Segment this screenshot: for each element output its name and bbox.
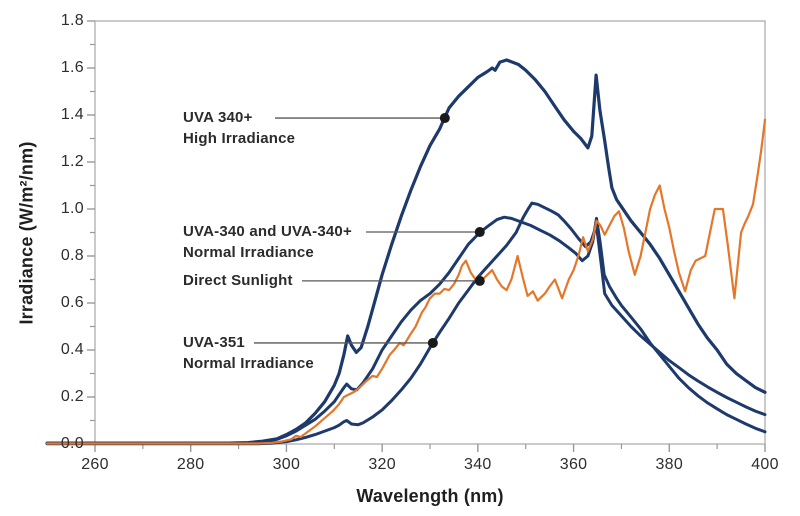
y-tick-label: 0.2 bbox=[60, 388, 84, 405]
annotation-line: UVA 340+ bbox=[183, 109, 253, 126]
y-tick-label: 1.0 bbox=[60, 200, 84, 217]
annotation-uva340plus-high-irradiance: UVA 340+ High Irradiance bbox=[183, 107, 295, 149]
annotation-line: Direct Sunlight bbox=[183, 272, 293, 289]
series-0-curve bbox=[45, 58, 767, 445]
y-tick-label: 0.0 bbox=[60, 435, 84, 452]
annotation-line: Normal Irradiance bbox=[183, 244, 314, 261]
annotation-dot bbox=[474, 275, 485, 286]
annotation-line: UVA-351 bbox=[183, 334, 245, 351]
annotation-direct-sunlight: Direct Sunlight bbox=[183, 270, 293, 291]
annotation-line: High Irradiance bbox=[183, 130, 296, 147]
series-2-curve bbox=[45, 201, 767, 446]
x-tick-label: 400 bbox=[751, 456, 779, 473]
x-tick-label: 280 bbox=[176, 456, 205, 473]
series-1-curve bbox=[45, 215, 767, 445]
x-tick-label: 380 bbox=[655, 456, 684, 473]
annotation-line: Normal Irradiance bbox=[183, 355, 314, 372]
y-tick-label: 0.4 bbox=[60, 341, 84, 358]
x-tick-label: 360 bbox=[559, 456, 588, 473]
y-tick-label: 0.6 bbox=[60, 294, 84, 311]
annotation-dot bbox=[427, 337, 438, 348]
x-tick-label: 300 bbox=[272, 456, 301, 473]
annotation-uva340-normal-irradiance: UVA-340 and UVA-340+ Normal Irradiance bbox=[183, 221, 352, 263]
y-axis-title: Irradiance (W/m²/nm) bbox=[16, 141, 37, 325]
x-tick-label: 320 bbox=[368, 456, 396, 473]
annotation-dot bbox=[474, 227, 485, 238]
annotation-dot bbox=[439, 113, 450, 124]
y-tick-label: 1.8 bbox=[60, 12, 84, 29]
y-tick-label: 1.2 bbox=[60, 153, 84, 170]
annotation-uva351-normal-irradiance: UVA-351 Normal Irradiance bbox=[183, 332, 314, 374]
series-3-curve bbox=[45, 118, 767, 445]
x-tick-label: 340 bbox=[464, 456, 492, 473]
y-tick-label: 1.4 bbox=[60, 106, 84, 123]
annotation-line: UVA-340 and UVA-340+ bbox=[183, 223, 352, 240]
y-tick-label: 1.6 bbox=[60, 59, 84, 76]
x-tick-label: 260 bbox=[81, 456, 109, 473]
y-tick-label: 0.8 bbox=[60, 247, 84, 264]
x-axis-title: Wavelength (nm) bbox=[356, 486, 504, 506]
